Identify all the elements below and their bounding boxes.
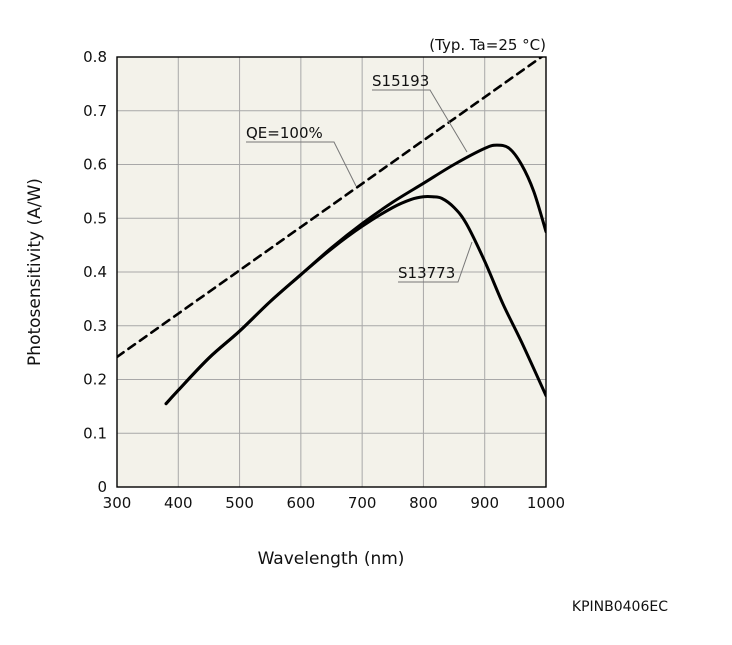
y-tick-labels: 0 0.1 0.2 0.3 0.4 0.5 0.6 0.7 0.8 [83,48,107,496]
x-tick-label: 800 [409,494,438,512]
label-qe: QE=100% [246,124,323,142]
y-tick-label: 0.6 [83,156,107,174]
y-tick-label: 0.3 [83,317,107,335]
y-axis-title: Photosensitivity (A/W) [25,178,45,366]
x-tick-label: 900 [470,494,499,512]
leader-qe [246,141,357,187]
series-line-qe-100- [117,57,544,359]
leader-s13773 [398,241,473,283]
annotations: S15193 S13773 QE=100% [246,72,473,283]
label-s15193: S15193 [372,72,429,90]
series-line-s13773 [164,194,546,406]
y-tick-label: 0.2 [83,371,107,389]
x-tick-labels: 300 400 500 600 700 800 900 1000 [103,494,565,512]
y-tick-label: 0.8 [83,48,107,66]
label-s13773: S13773 [398,264,455,282]
x-tick-label: 500 [225,494,254,512]
condition-note: (Typ. Ta=25 °C) [429,36,546,54]
y-tick-label: 0.5 [83,209,107,227]
series-lines [117,57,546,406]
x-tick-label: 700 [348,494,377,512]
y-tick-label: 0.1 [83,424,107,442]
y-tick-label: 0.4 [83,263,107,281]
leader-s15193 [372,89,468,153]
plot-frame [116,56,547,488]
x-tick-label: 600 [287,494,316,512]
y-tick-label: 0.7 [83,102,107,120]
x-tick-label: 300 [103,494,132,512]
x-axis-title: Wavelength (nm) [258,549,405,569]
x-tick-label: 400 [164,494,193,512]
x-tick-label: 1000 [527,494,565,512]
y-tick-label: 0 [97,478,107,496]
figure-code: KPINB0406EC [572,599,668,615]
